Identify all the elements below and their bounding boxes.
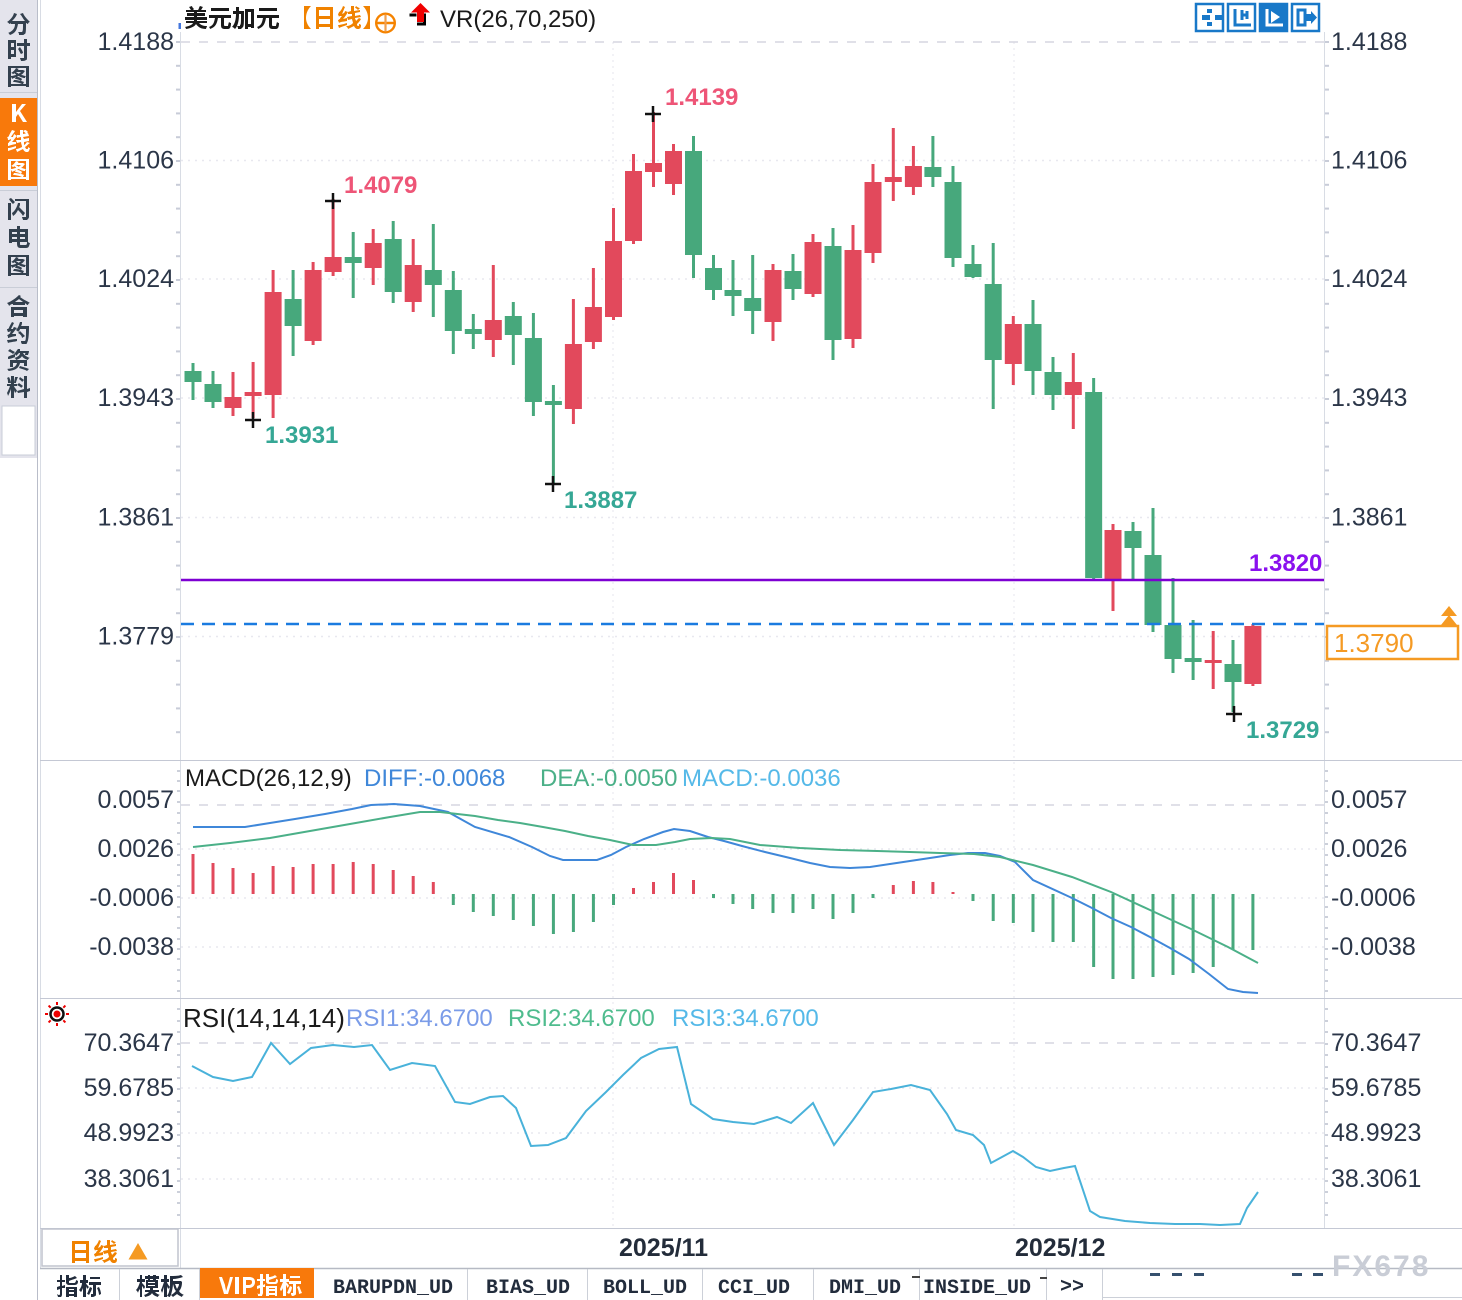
svg-text:CCI_UD: CCI_UD (718, 1277, 790, 1300)
svg-text:DIFF:-0.0068: DIFF:-0.0068 (364, 765, 505, 792)
svg-text:2025/11: 2025/11 (619, 1234, 708, 1262)
svg-text:48.9923: 48.9923 (1331, 1119, 1421, 1147)
svg-text:MACD:-0.0036: MACD:-0.0036 (682, 765, 841, 792)
svg-text:DMI_UD: DMI_UD (829, 1277, 901, 1300)
svg-text:1.4188: 1.4188 (1331, 28, 1407, 56)
svg-text:-0.0006: -0.0006 (1331, 884, 1416, 912)
svg-text:1.3790: 1.3790 (1334, 628, 1414, 658)
svg-text:59.6785: 59.6785 (1331, 1074, 1421, 1102)
svg-text:RSI(14,14,14): RSI(14,14,14) (183, 1003, 345, 1033)
svg-text:70.3647: 70.3647 (84, 1029, 174, 1057)
svg-text:0.0057: 0.0057 (98, 786, 174, 814)
svg-text:-0.0006: -0.0006 (89, 884, 174, 912)
svg-text:FX678: FX678 (1332, 1250, 1430, 1283)
svg-text:1.4188: 1.4188 (98, 28, 174, 56)
svg-text:BARUPDN_UD: BARUPDN_UD (333, 1277, 453, 1300)
svg-text:DEA:-0.0050: DEA:-0.0050 (540, 765, 677, 792)
svg-text:RSI3:34.6700: RSI3:34.6700 (672, 1005, 819, 1032)
svg-text:48.9923: 48.9923 (84, 1119, 174, 1147)
svg-text:BOLL_UD: BOLL_UD (603, 1277, 687, 1300)
svg-text:1.3779: 1.3779 (98, 623, 174, 651)
svg-text:1.4139: 1.4139 (665, 84, 738, 111)
svg-text:-0.0038: -0.0038 (89, 933, 174, 961)
svg-text:1.4079: 1.4079 (344, 172, 417, 199)
svg-text:VR(26,70,250): VR(26,70,250) (440, 6, 596, 33)
svg-text:-0.0038: -0.0038 (1331, 933, 1416, 961)
svg-text:1.4106: 1.4106 (1331, 147, 1407, 175)
svg-text:1.3861: 1.3861 (1331, 504, 1407, 532)
svg-text:70.3647: 70.3647 (1331, 1029, 1421, 1057)
svg-text:1.3887: 1.3887 (564, 487, 637, 514)
svg-text:1.4024: 1.4024 (98, 265, 175, 293)
svg-text:0.0057: 0.0057 (1331, 786, 1407, 814)
svg-text:1.3820: 1.3820 (1249, 550, 1322, 577)
svg-text:59.6785: 59.6785 (84, 1074, 174, 1102)
svg-text:1.4106: 1.4106 (98, 147, 174, 175)
svg-text:1.3861: 1.3861 (98, 504, 174, 532)
svg-text:1.3931: 1.3931 (265, 422, 338, 449)
svg-text:INSIDE_UD: INSIDE_UD (923, 1277, 1031, 1300)
svg-text:RSI2:34.6700: RSI2:34.6700 (508, 1005, 655, 1032)
svg-text:1.4024: 1.4024 (1331, 265, 1408, 293)
svg-text:38.3061: 38.3061 (84, 1165, 174, 1193)
svg-text:BIAS_UD: BIAS_UD (486, 1277, 570, 1300)
svg-text:1.3943: 1.3943 (1331, 384, 1407, 412)
svg-text:1.3943: 1.3943 (98, 384, 174, 412)
svg-text:38.3061: 38.3061 (1331, 1165, 1421, 1193)
svg-text:0.0026: 0.0026 (98, 835, 174, 863)
svg-text:1.3729: 1.3729 (1246, 717, 1319, 744)
svg-text:>>: >> (1060, 1276, 1084, 1299)
svg-text:2025/12: 2025/12 (1015, 1234, 1105, 1262)
svg-text:MACD(26,12,9): MACD(26,12,9) (185, 765, 352, 792)
svg-text:0.0026: 0.0026 (1331, 835, 1407, 863)
svg-text:RSI1:34.6700: RSI1:34.6700 (346, 1005, 493, 1032)
